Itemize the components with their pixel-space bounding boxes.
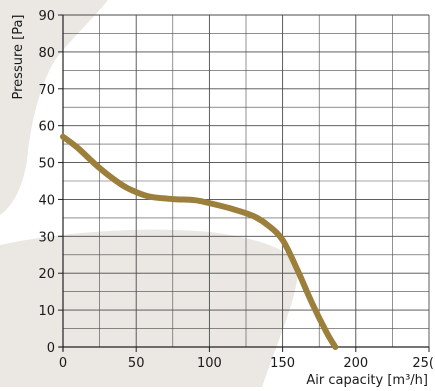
y-tick-label: 10: [38, 304, 55, 319]
axes: [59, 15, 429, 351]
x-tick-label: 200: [343, 356, 368, 371]
y-tick-label: 40: [38, 193, 55, 208]
x-axis-label: Air capacity [m³/h]: [306, 373, 428, 387]
y-tick-label: 70: [38, 83, 55, 98]
y-tick-labels: 0 10 20 30 40 50 60 70 80 90: [38, 9, 63, 356]
y-tick-label: 50: [38, 157, 55, 172]
y-axis-label: Pressure [Pa]: [11, 14, 26, 99]
x-tick-label: 50: [128, 356, 145, 371]
background-shape-bottom: [0, 229, 299, 387]
background-shape-top-left: [0, 0, 108, 215]
x-tick-label: 150: [270, 356, 295, 371]
y-tick-label: 20: [38, 267, 55, 282]
x-tick-label: 25(: [412, 356, 434, 371]
x-tick-label: 0: [59, 356, 67, 371]
y-tick-label: 80: [38, 46, 55, 61]
y-tick-label: 90: [38, 9, 55, 24]
background-shapes: [0, 0, 299, 387]
pressure-curve-line: [60, 133, 339, 350]
y-tick-label: 0: [47, 341, 55, 356]
x-tick-labels: 0 50 100 150 200 25(: [59, 347, 434, 371]
series: [60, 133, 339, 350]
x-tick-label: 100: [197, 356, 222, 371]
y-tick-label: 30: [38, 230, 55, 245]
y-tick-label: 60: [38, 120, 55, 135]
grid: [63, 14, 430, 347]
